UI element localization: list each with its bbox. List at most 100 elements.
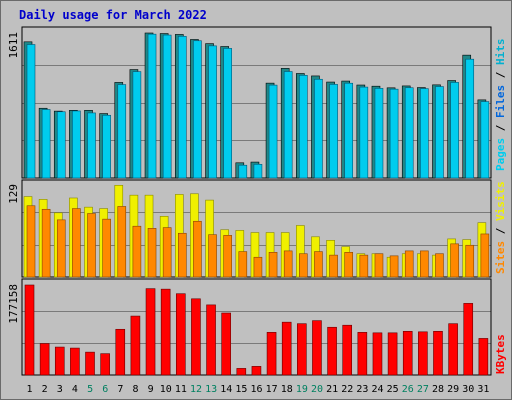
files-bar-day-15 bbox=[238, 164, 248, 179]
files-bar-day-7 bbox=[117, 84, 127, 179]
day-label-13: 13 bbox=[205, 384, 217, 395]
kbytes-bar-day-12 bbox=[191, 298, 201, 376]
kbytes-bar-day-22 bbox=[342, 324, 353, 376]
kbytes-bar-day-5 bbox=[85, 351, 95, 376]
sites-bar-day-8 bbox=[132, 225, 142, 278]
files-bar-day-19 bbox=[299, 75, 308, 179]
sites-bar-day-4 bbox=[72, 208, 81, 278]
kbytes-bar-day-28 bbox=[433, 331, 443, 376]
kbytes-bar-day-24 bbox=[372, 332, 383, 376]
sites-bar-day-15 bbox=[238, 251, 248, 278]
files-bar-day-23 bbox=[359, 86, 369, 179]
kbytes-bar-day-27 bbox=[418, 331, 428, 376]
sites-bar-day-17 bbox=[268, 252, 278, 278]
files-bar-day-29 bbox=[450, 82, 459, 179]
day-label-29: 29 bbox=[447, 384, 459, 395]
sites-bar-day-30 bbox=[465, 244, 475, 278]
day-label-22: 22 bbox=[341, 384, 353, 395]
kbytes-bar-day-21 bbox=[327, 326, 337, 376]
kbytes-bar-day-20 bbox=[312, 320, 322, 376]
sites-bar-day-27 bbox=[420, 250, 429, 278]
sites-bar-day-26 bbox=[404, 250, 414, 278]
day-label-10: 10 bbox=[160, 384, 172, 395]
files-bar-day-26 bbox=[404, 87, 414, 179]
kbytes-bar-day-3 bbox=[54, 346, 65, 376]
sites-bar-day-18 bbox=[283, 250, 293, 278]
day-label-16: 16 bbox=[250, 384, 262, 395]
day-label-31: 31 bbox=[477, 384, 489, 395]
legend-entry-pages: Pages bbox=[494, 138, 507, 171]
files-bar-day-21 bbox=[329, 84, 338, 179]
files-bar-day-25 bbox=[389, 88, 399, 179]
legend-bottom: KBytes bbox=[494, 334, 507, 374]
day-label-12: 12 bbox=[190, 384, 202, 395]
sites-bar-day-11 bbox=[177, 232, 187, 278]
sites-bar-day-24 bbox=[374, 253, 384, 278]
chart-panels bbox=[21, 26, 492, 376]
sites-bar-day-31 bbox=[480, 233, 490, 278]
kbytes-bar-day-19 bbox=[297, 323, 307, 376]
day-label-27: 27 bbox=[417, 384, 429, 395]
files-bar-day-28 bbox=[435, 86, 444, 179]
sites-bar-day-23 bbox=[359, 254, 369, 278]
kbytes-bar-day-4 bbox=[70, 347, 80, 376]
kbytes-bar-day-8 bbox=[130, 315, 141, 376]
files-bar-day-12 bbox=[193, 40, 202, 179]
day-label-3: 3 bbox=[57, 384, 63, 395]
panel-background-3 bbox=[22, 279, 491, 375]
files-bar-day-8 bbox=[132, 71, 142, 179]
sites-bar-day-21 bbox=[329, 254, 338, 278]
kbytes-bar-day-29 bbox=[448, 323, 458, 376]
day-label-15: 15 bbox=[235, 384, 247, 395]
files-bar-day-22 bbox=[344, 82, 354, 179]
kbytes-bar-day-15 bbox=[236, 368, 247, 376]
sites-bar-day-19 bbox=[299, 253, 308, 278]
day-label-14: 14 bbox=[220, 384, 232, 395]
day-label-11: 11 bbox=[175, 384, 187, 395]
files-bar-day-14 bbox=[223, 48, 232, 179]
day-label-28: 28 bbox=[432, 384, 444, 395]
legend-slash: / bbox=[494, 221, 507, 241]
kbytes-bar-day-2 bbox=[39, 343, 50, 376]
day-label-6: 6 bbox=[102, 384, 108, 395]
sites-bar-day-12 bbox=[193, 220, 202, 278]
kbytes-bar-day-31 bbox=[478, 338, 489, 376]
legend-entry-sites: Sites bbox=[494, 241, 507, 274]
files-bar-day-3 bbox=[56, 111, 66, 179]
files-bar-day-4 bbox=[72, 110, 81, 179]
sites-bar-day-1 bbox=[26, 205, 36, 278]
sites-bar-day-9 bbox=[147, 228, 157, 278]
day-label-18: 18 bbox=[281, 384, 293, 395]
kbytes-bar-day-26 bbox=[402, 331, 413, 376]
kbytes-bar-day-13 bbox=[206, 304, 216, 376]
sites-bar-day-25 bbox=[389, 255, 399, 278]
sites-bar-day-16 bbox=[253, 256, 263, 278]
kbytes-bar-day-11 bbox=[175, 293, 186, 376]
kbytes-bar-day-6 bbox=[100, 353, 110, 376]
day-label-23: 23 bbox=[356, 384, 368, 395]
files-bar-day-6 bbox=[102, 114, 111, 179]
kbytes-bar-day-16 bbox=[251, 366, 262, 376]
files-bar-day-30 bbox=[465, 58, 475, 179]
legend-top: Pages / Files / Hits bbox=[494, 39, 507, 172]
kbytes-bar-day-30 bbox=[463, 303, 474, 376]
sites-bar-day-5 bbox=[87, 213, 96, 278]
kbytes-bar-day-7 bbox=[115, 328, 126, 376]
files-bar-day-13 bbox=[208, 45, 217, 179]
day-label-19: 19 bbox=[296, 384, 308, 395]
legend-slash: / bbox=[494, 118, 507, 138]
scale-label-top: 1611 bbox=[7, 32, 20, 59]
day-label-24: 24 bbox=[372, 384, 384, 395]
files-bar-day-9 bbox=[147, 33, 157, 179]
kbytes-bar-day-23 bbox=[357, 332, 368, 376]
files-bar-day-18 bbox=[283, 71, 293, 179]
day-label-7: 7 bbox=[117, 384, 123, 395]
files-bar-day-27 bbox=[420, 88, 429, 179]
files-bar-day-24 bbox=[374, 88, 384, 179]
chart-title: Daily usage for March 2022 bbox=[19, 8, 207, 22]
files-bar-day-31 bbox=[480, 101, 490, 179]
day-label-5: 5 bbox=[87, 384, 93, 395]
